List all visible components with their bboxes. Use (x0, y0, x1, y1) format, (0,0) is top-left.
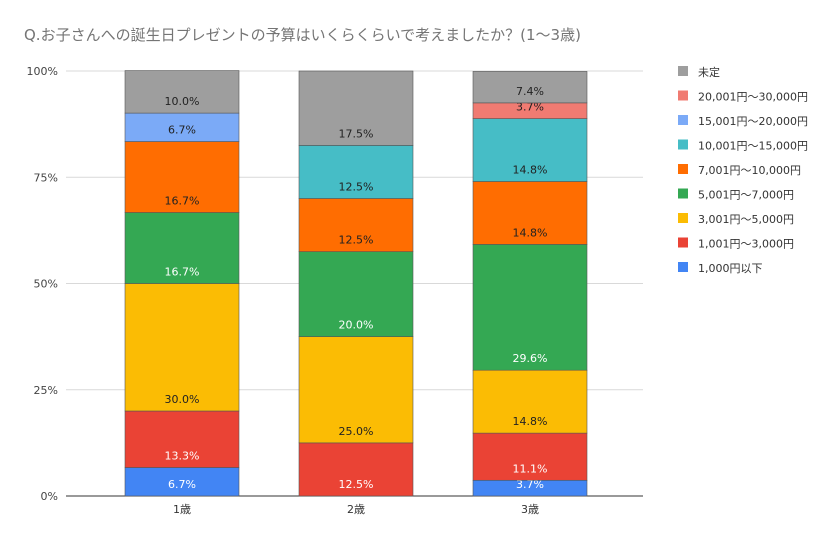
legend-label: 1,001円〜3,000円 (698, 238, 794, 251)
data-label: 25.0% (339, 425, 374, 438)
data-label: 3.7% (516, 478, 544, 491)
legend-swatch (678, 115, 688, 125)
legend-swatch (678, 66, 688, 76)
legend-label: 20,001円〜30,000円 (698, 91, 808, 104)
bar-segment (472, 71, 588, 104)
bar-segment (124, 141, 240, 213)
legend-label: 3,001円〜5,000円 (698, 213, 794, 226)
data-label: 16.7% (165, 195, 200, 208)
bar-segment (472, 244, 588, 371)
y-tick-label: 75% (34, 171, 58, 184)
data-label: 6.7% (168, 124, 196, 137)
legend-label: 10,001円〜15,000円 (698, 140, 808, 153)
data-label: 6.7% (168, 478, 196, 491)
bar-segment (472, 181, 588, 245)
data-label: 30.0% (165, 393, 200, 406)
data-label: 16.7% (165, 266, 200, 279)
bar-segment (298, 145, 414, 199)
y-tick-label: 50% (34, 278, 58, 291)
bar-segment (472, 369, 588, 434)
bar-segment (124, 112, 240, 142)
legend-label: 1,000円以下 (698, 262, 763, 275)
data-label: 14.8% (513, 226, 548, 239)
legend-label: 未定 (698, 65, 720, 79)
x-tick-label: 2歳 (347, 503, 365, 516)
chart-title: Q.お子さんへの誕生日プレゼントの予算はいくらくらいで考えましたか？(1〜3歳) (24, 26, 581, 44)
y-tick-label: 0% (41, 490, 58, 503)
bar-segment (124, 283, 240, 412)
legend-label: 15,001円〜20,000円 (698, 115, 808, 128)
legend-label: 7,001円〜10,000円 (698, 164, 801, 177)
legend-swatch (678, 213, 688, 223)
bar-segment (124, 70, 240, 114)
data-label: 14.8% (513, 164, 548, 177)
legend-swatch (678, 262, 688, 272)
legend-swatch (678, 164, 688, 174)
data-label: 17.5% (339, 127, 374, 140)
bar-segment (298, 70, 414, 146)
x-tick-label: 1歳 (173, 503, 191, 516)
x-tick-label: 3歳 (521, 503, 539, 516)
data-label: 7.4% (516, 85, 544, 98)
data-label: 10.0% (165, 95, 200, 108)
legend-swatch (678, 139, 688, 150)
data-label: 12.5% (339, 478, 374, 491)
bar-segment (124, 212, 240, 284)
data-label: 29.6% (513, 352, 548, 365)
data-label: 3.7% (516, 101, 544, 114)
bar-segment (298, 336, 414, 444)
data-label: 12.5% (339, 181, 374, 194)
legend-swatch (678, 237, 688, 248)
legend-swatch (678, 90, 688, 101)
y-tick-label: 100% (27, 65, 58, 78)
data-label: 13.3% (165, 450, 200, 463)
bar-segment (472, 432, 588, 481)
bar-segment (124, 410, 240, 468)
legend-swatch (678, 188, 688, 199)
legend-label: 5,001円〜7,000円 (698, 189, 794, 202)
bar-segment (124, 467, 240, 497)
bar-segment (298, 198, 414, 252)
y-tick-label: 25% (34, 384, 58, 397)
bar-segment (472, 118, 588, 182)
data-label: 12.5% (339, 234, 374, 247)
data-label: 20.0% (339, 319, 374, 332)
bar-segment (298, 251, 414, 337)
data-label: 14.8% (513, 415, 548, 428)
data-label: 11.1% (513, 462, 548, 475)
bar-segment (298, 442, 414, 497)
